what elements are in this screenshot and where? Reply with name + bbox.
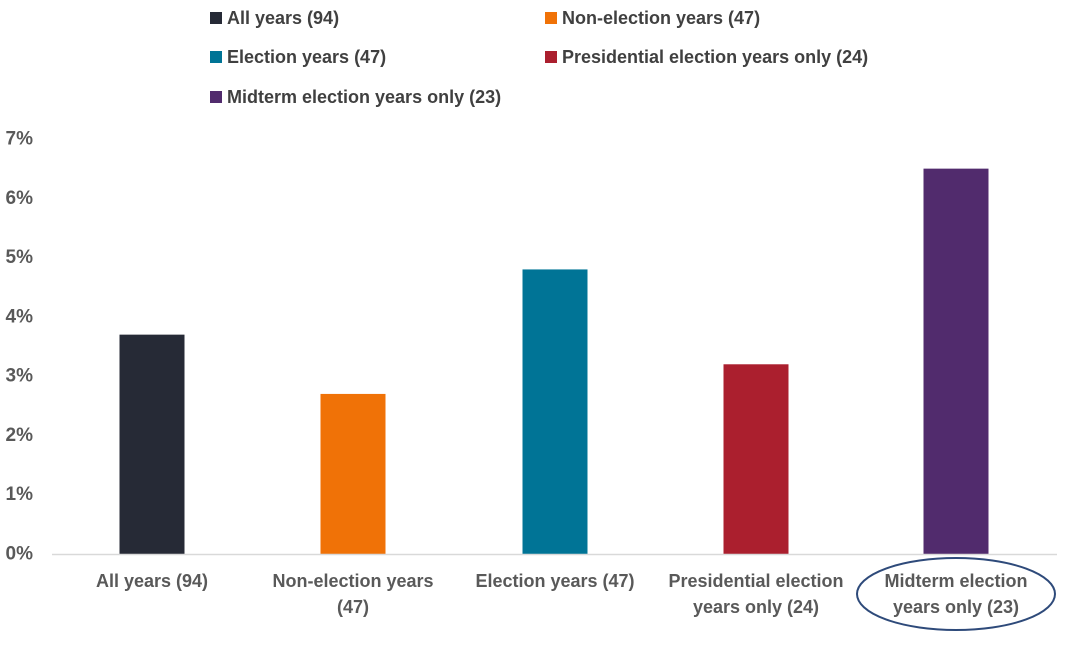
legend-swatch <box>210 91 222 103</box>
bar <box>923 168 989 554</box>
legend-swatch <box>545 12 557 24</box>
legend-label: Non-election years (47) <box>562 8 760 28</box>
legend-label: Election years (47) <box>227 47 386 67</box>
y-tick-label: 2% <box>6 425 34 446</box>
y-tick-label: 4% <box>6 306 34 327</box>
y-tick-label: 3% <box>6 366 34 387</box>
x-category-label: Presidential election <box>668 571 843 591</box>
legend-label: Presidential election years only (24) <box>562 47 868 67</box>
bar <box>522 269 588 554</box>
highlight-ellipse <box>856 557 1056 631</box>
x-category-label: years only (23) <box>893 597 1019 617</box>
chart-legend: All years (94) Non-election years (47) Ele… <box>210 8 868 107</box>
bars-group <box>119 168 989 554</box>
x-category-label: Midterm election <box>884 571 1027 591</box>
x-category-label: years only (24) <box>693 597 819 617</box>
y-tick-label: 5% <box>6 247 34 268</box>
legend-label: All years (94) <box>227 8 339 28</box>
x-category-label: Election years (47) <box>475 571 634 591</box>
bar <box>723 364 789 554</box>
y-axis: 0% 1% 2% 3% 4% 5% 6% 7% <box>6 129 34 565</box>
legend-swatch <box>210 51 222 63</box>
y-tick-label: 7% <box>6 129 34 150</box>
x-category-label: Non-election years <box>272 571 433 591</box>
legend-swatch <box>545 51 557 63</box>
legend-swatch <box>210 12 222 24</box>
y-tick-label: 6% <box>6 188 34 209</box>
legend-label: Midterm election years only (23) <box>227 87 501 107</box>
y-tick-label: 0% <box>6 544 34 565</box>
x-category-label: All years (94) <box>96 571 208 591</box>
x-category-label: (47) <box>337 597 369 617</box>
bar <box>119 334 185 554</box>
x-axis: All years (94) Non-election years (47) Elec… <box>52 553 1057 631</box>
y-tick-label: 1% <box>6 484 34 505</box>
bar <box>320 393 386 554</box>
